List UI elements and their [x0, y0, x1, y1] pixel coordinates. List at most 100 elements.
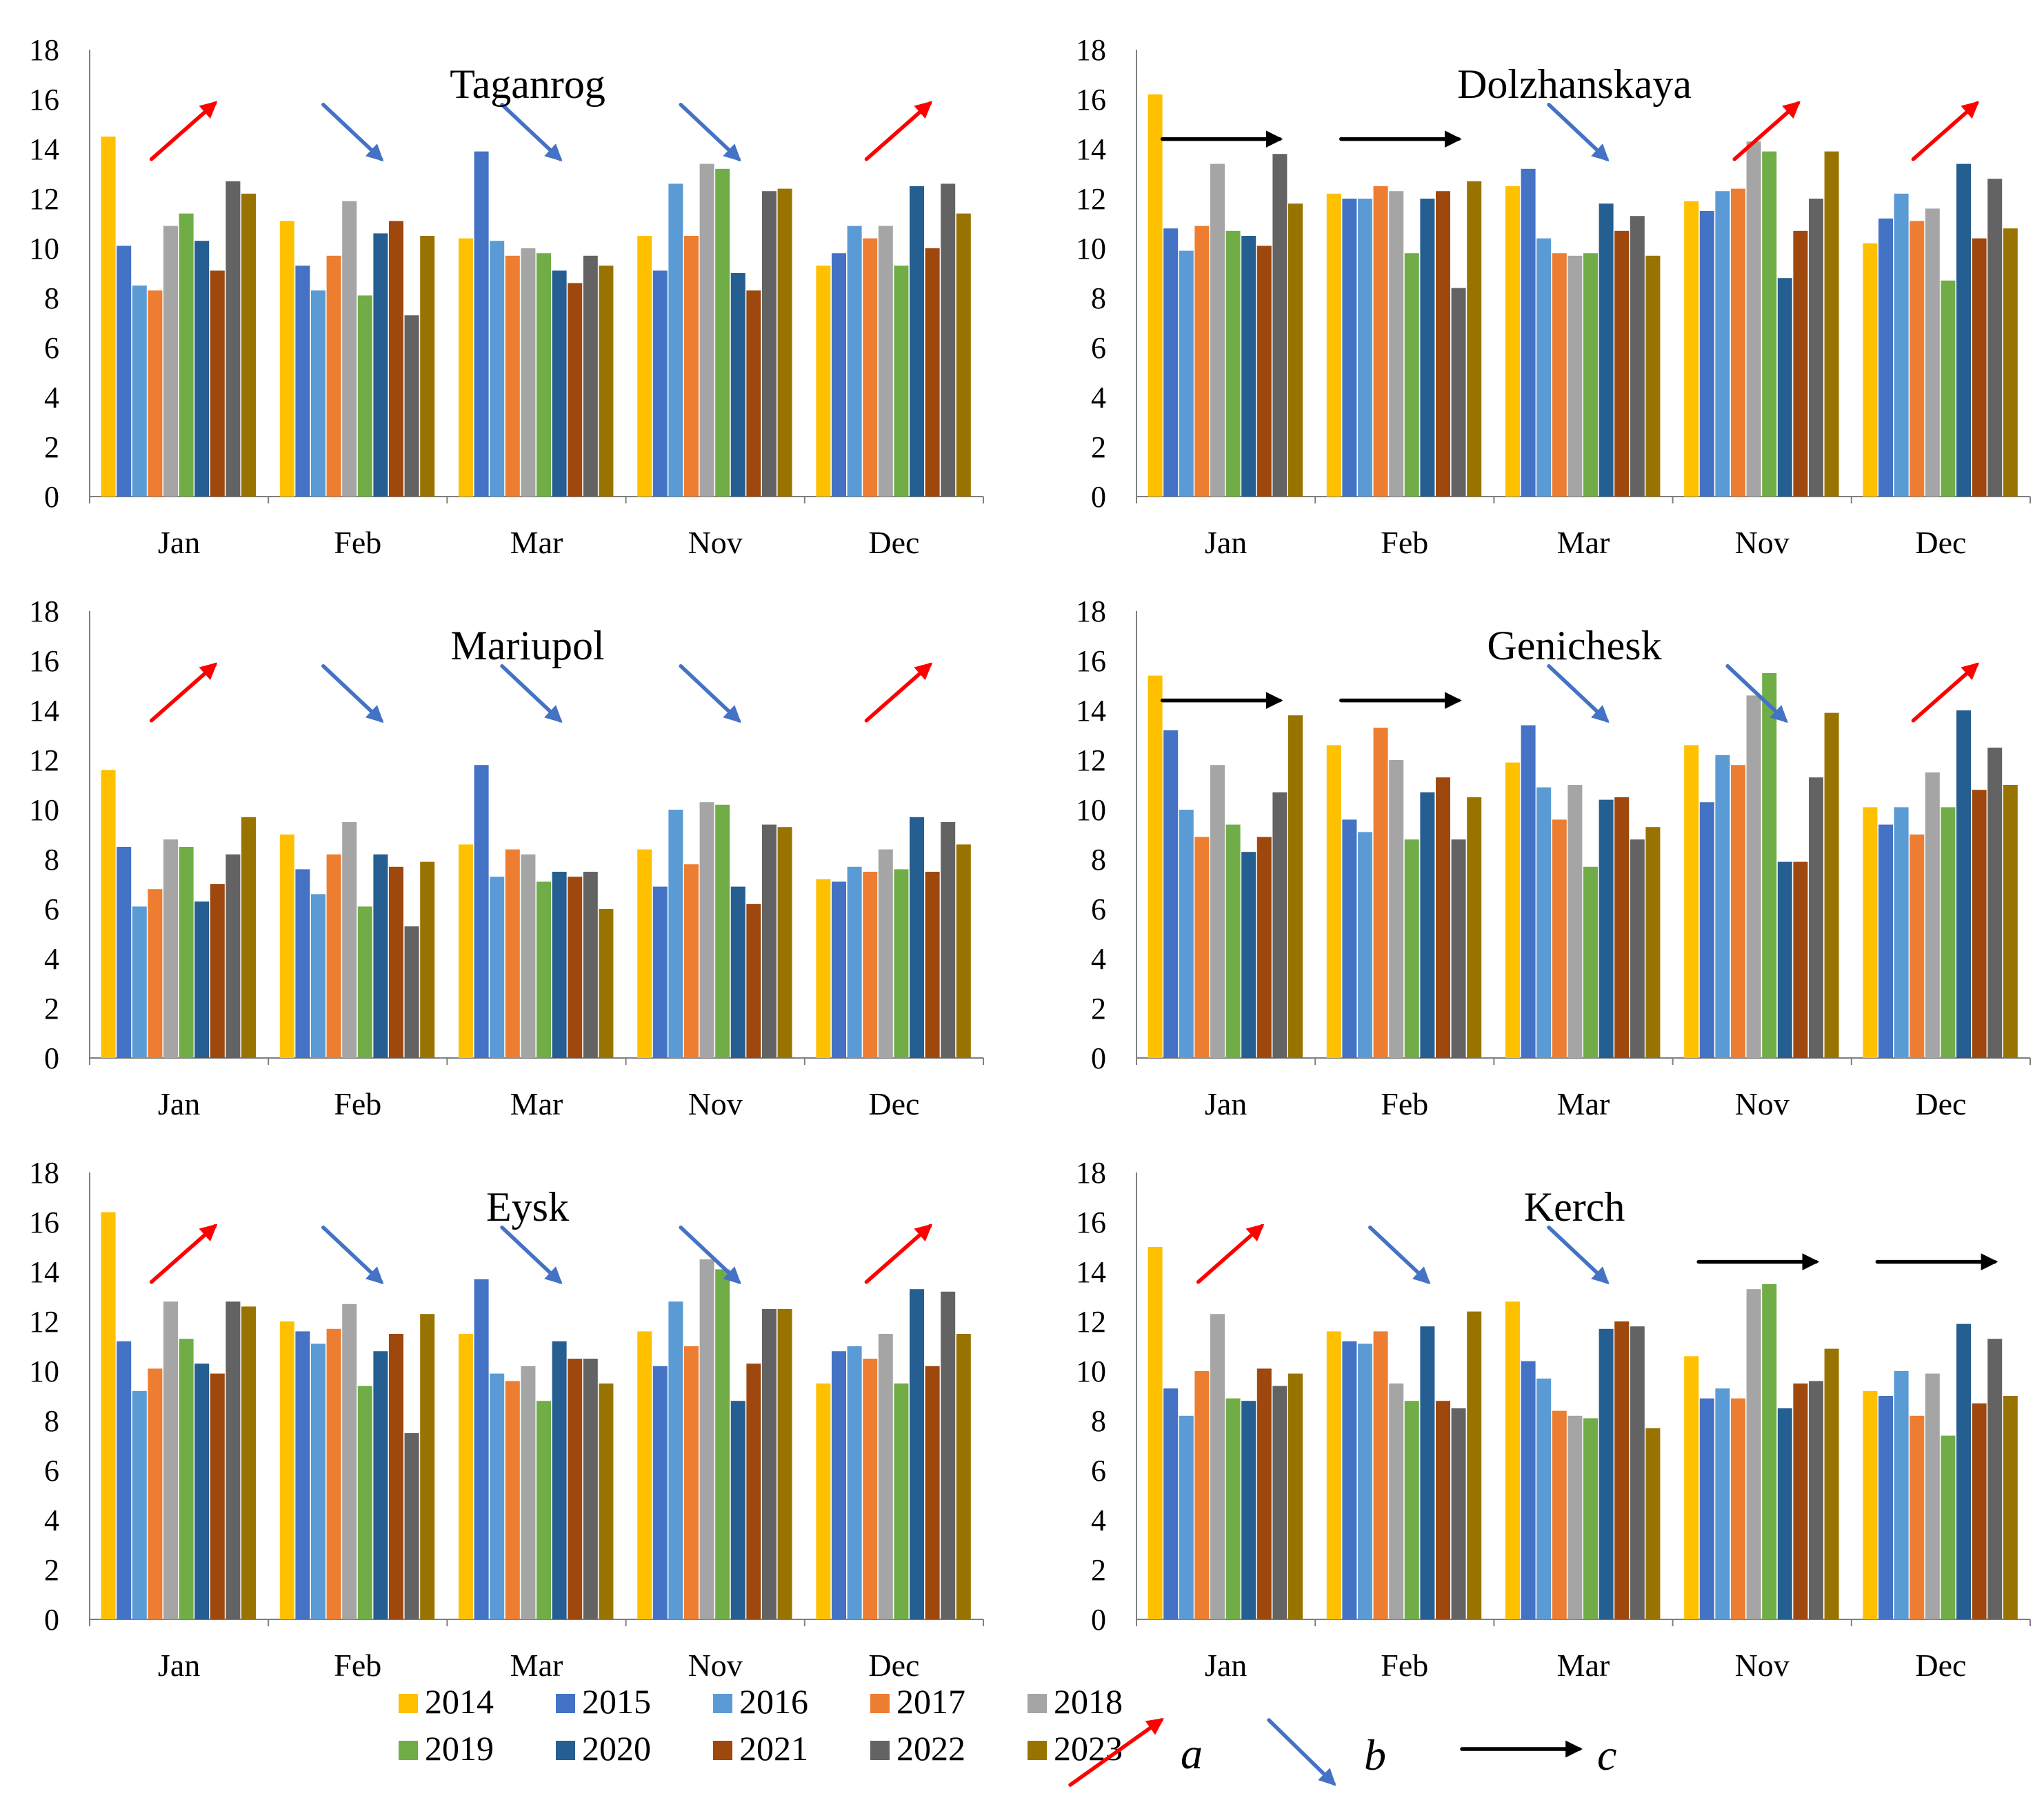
bar-taganrog-dec-2019: [894, 266, 909, 497]
bar-genichesk-jan-2022: [1272, 792, 1287, 1058]
bar-eysk-nov-2019: [715, 1269, 730, 1619]
bar-taganrog-nov-2017: [684, 236, 699, 497]
bar-taganrog-mar-2019: [537, 253, 551, 497]
bar-kerch-feb-2017: [1373, 1331, 1388, 1619]
legend-swatch: [870, 1741, 890, 1760]
legend-swatch: [1028, 1694, 1047, 1713]
x-tick-label: Nov: [688, 1648, 743, 1683]
bar-genichesk-mar-2018: [1567, 785, 1583, 1058]
trend-up-arrow-icon: [1732, 101, 1801, 161]
trend-up-arrow-icon: [864, 662, 933, 723]
bar-mariupol-jan-2020: [194, 901, 210, 1058]
bar-genichesk-jan-2017: [1194, 837, 1210, 1058]
y-tick-label: 18: [1076, 595, 1106, 628]
y-tick-label: 16: [1076, 644, 1106, 678]
bar-dolzhanskaya-mar-2020: [1599, 203, 1614, 497]
bar-mariupol-nov-2017: [684, 864, 699, 1058]
bar-genichesk-nov-2018: [1746, 695, 1761, 1058]
trend-down-arrow-icon: [1368, 1226, 1431, 1285]
legend-item-2023: 2023: [1028, 1729, 1123, 1768]
bar-eysk-mar-2016: [490, 1373, 505, 1619]
bar-eysk-nov-2015: [652, 1366, 668, 1619]
bar-genichesk-nov-2022: [1809, 777, 1823, 1058]
y-tick-label: 2: [1091, 430, 1106, 464]
bar-mariupol-jan-2023: [241, 817, 256, 1058]
bar-mariupol-nov-2023: [777, 827, 792, 1058]
bar-kerch-feb-2022: [1451, 1408, 1466, 1619]
trend-up-arrow-icon: [149, 101, 218, 161]
bar-dolzhanskaya-nov-2023: [1824, 151, 1839, 497]
chart-panel-mariupol: 0 2 4 6 8 10 12 14 16 18 Jan Feb Mar Nov Dec Mariupol: [29, 595, 984, 1121]
bar-genichesk-jan-2018: [1210, 765, 1225, 1058]
bar-taganrog-dec-2023: [956, 213, 971, 497]
bar-mariupol-mar-2014: [459, 844, 473, 1058]
bar-kerch-nov-2023: [1824, 1348, 1839, 1619]
x-tick-label: Nov: [688, 525, 743, 560]
bar-taganrog-nov-2019: [715, 168, 730, 497]
bar-genichesk-jan-2019: [1225, 824, 1241, 1058]
bar-kerch-nov-2022: [1809, 1381, 1823, 1619]
bar-kerch-nov-2016: [1715, 1388, 1730, 1619]
bar-mariupol-dec-2021: [925, 872, 940, 1058]
bar-taganrog-nov-2018: [699, 163, 714, 497]
y-tick-label: 4: [1091, 381, 1106, 414]
bar-dolzhanskaya-dec-2019: [1941, 280, 1956, 497]
chart-title: Dolzhanskaya: [1457, 61, 1692, 107]
chart-panels: 0 2 4 6 8 10 12 14 16 18 Jan Feb Mar Nov Dec Taganrog 0 2…: [29, 33, 2031, 1683]
bar-kerch-feb-2023: [1467, 1311, 1482, 1619]
bar-kerch-jan-2014: [1148, 1247, 1163, 1619]
bar-mariupol-mar-2021: [568, 877, 583, 1058]
bar-mariupol-dec-2014: [816, 879, 831, 1058]
bar-mariupol-mar-2018: [521, 854, 536, 1058]
bar-genichesk-feb-2016: [1358, 832, 1372, 1058]
legend-item-2022: 2022: [870, 1729, 965, 1768]
x-tick-label: Jan: [1205, 525, 1247, 560]
bar-dolzhanskaya-jan-2015: [1163, 228, 1179, 497]
bar-genichesk-dec-2016: [1894, 807, 1909, 1058]
legend-swatch: [870, 1694, 890, 1713]
bar-mariupol-dec-2018: [878, 849, 893, 1058]
legend-item-2016: 2016: [713, 1682, 808, 1721]
trend-down-arrow-icon: [321, 664, 384, 723]
y-tick-label: 8: [44, 843, 59, 877]
bar-eysk-nov-2016: [668, 1301, 683, 1619]
x-tick-label: Dec: [868, 1648, 919, 1683]
bar-mariupol-feb-2018: [342, 822, 357, 1058]
bar-eysk-feb-2021: [389, 1334, 403, 1619]
x-tick-label: Jan: [158, 525, 200, 560]
trend-down-arrow-icon: [1547, 1226, 1610, 1285]
bar-taganrog-jan-2018: [163, 226, 178, 497]
bar-dolzhanskaya-feb-2018: [1389, 191, 1404, 497]
y-tick-label: 6: [1091, 892, 1106, 926]
bar-taganrog-feb-2021: [389, 221, 403, 497]
bar-eysk-nov-2014: [637, 1331, 652, 1619]
bar-genichesk-mar-2022: [1630, 839, 1645, 1058]
bar-mariupol-jan-2018: [163, 839, 178, 1058]
bar-mariupol-feb-2023: [420, 861, 435, 1058]
x-tick-label: Nov: [1735, 1086, 1790, 1121]
bar-genichesk-mar-2017: [1552, 819, 1567, 1058]
bar-genichesk-jan-2021: [1256, 837, 1272, 1058]
bar-genichesk-dec-2017: [1910, 835, 1925, 1058]
bar-dolzhanskaya-jan-2022: [1272, 154, 1287, 497]
bar-eysk-mar-2020: [552, 1341, 567, 1619]
bar-eysk-mar-2019: [537, 1401, 551, 1619]
y-tick-label: 14: [29, 694, 59, 728]
bar-dolzhanskaya-nov-2017: [1731, 188, 1745, 497]
y-tick-label: 4: [1091, 1504, 1106, 1537]
bar-kerch-dec-2016: [1894, 1371, 1909, 1619]
bar-dolzhanskaya-mar-2016: [1536, 238, 1552, 497]
y-tick-label: 12: [29, 1305, 59, 1339]
legend-swatch: [556, 1694, 575, 1713]
bar-genichesk-dec-2023: [2003, 785, 2018, 1058]
x-tick-label: Jan: [158, 1086, 200, 1121]
bar-kerch-mar-2020: [1599, 1328, 1614, 1619]
bar-kerch-jan-2021: [1256, 1368, 1272, 1619]
bar-genichesk-feb-2015: [1342, 819, 1357, 1058]
bar-mariupol-mar-2017: [505, 849, 520, 1058]
bar-eysk-jan-2016: [132, 1390, 147, 1619]
bar-kerch-nov-2018: [1746, 1289, 1761, 1619]
bar-eysk-jan-2014: [101, 1212, 116, 1619]
bar-taganrog-nov-2014: [637, 236, 652, 497]
bar-eysk-feb-2018: [342, 1303, 357, 1619]
